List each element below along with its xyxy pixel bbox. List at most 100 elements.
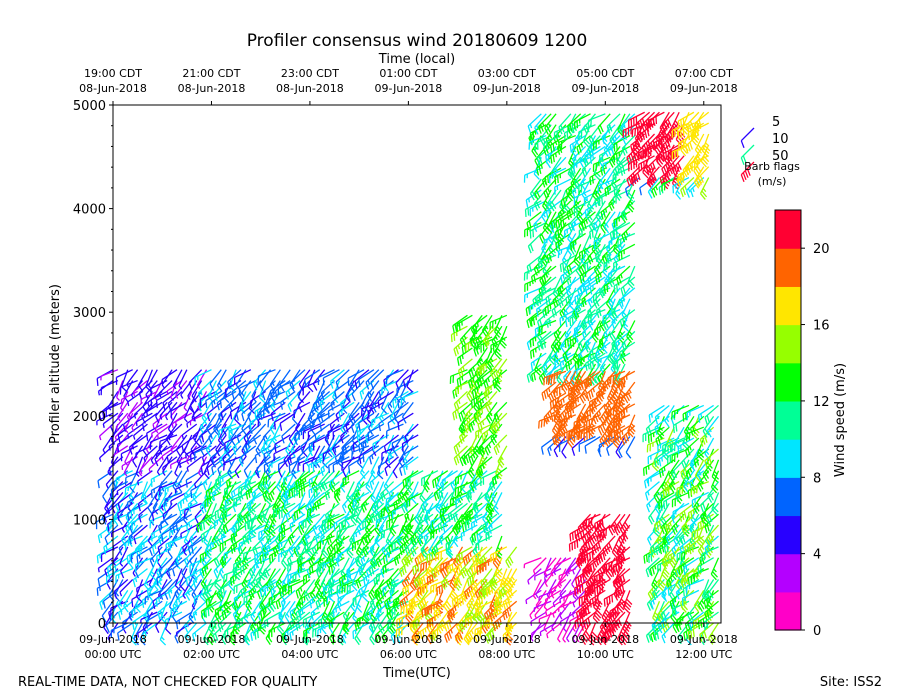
barb-flag bbox=[343, 575, 346, 580]
barb-flag bbox=[151, 513, 155, 522]
barb-flag bbox=[204, 480, 208, 486]
barb-flag bbox=[215, 558, 221, 566]
wind-barb bbox=[96, 578, 114, 596]
wind-barb bbox=[112, 546, 124, 566]
barb-flag bbox=[193, 494, 198, 499]
barb-flag bbox=[428, 553, 431, 562]
barb-flag bbox=[166, 572, 172, 580]
barb-staff bbox=[160, 601, 168, 619]
barb-staff bbox=[102, 481, 114, 497]
barb-staff bbox=[139, 622, 149, 640]
barb-flag bbox=[485, 621, 488, 629]
barb-flag bbox=[382, 566, 385, 575]
barb-flag bbox=[186, 634, 190, 639]
barb-flag bbox=[426, 577, 429, 586]
barb-staff bbox=[126, 546, 143, 557]
barb-flag bbox=[104, 508, 110, 515]
barb-flag bbox=[96, 378, 99, 386]
barb-flag bbox=[221, 612, 225, 621]
barb-staff bbox=[125, 480, 143, 489]
barb-flag bbox=[488, 619, 491, 628]
barb-staff bbox=[158, 557, 173, 571]
barb-flag bbox=[202, 504, 207, 513]
barb-flag bbox=[229, 577, 233, 586]
wind-barb bbox=[142, 622, 158, 642]
barb-flag bbox=[355, 532, 358, 538]
barb-flag bbox=[444, 478, 446, 483]
barb-staff bbox=[117, 502, 129, 519]
barb-flag bbox=[194, 578, 198, 584]
barb-flag bbox=[301, 609, 304, 614]
barb-flag bbox=[338, 542, 341, 547]
barb-flag bbox=[185, 623, 189, 628]
barb-flag bbox=[184, 625, 189, 633]
barb-staff bbox=[175, 480, 193, 490]
barb-flag bbox=[99, 602, 103, 611]
barb-flag bbox=[217, 591, 222, 600]
barb-flag bbox=[454, 606, 457, 611]
barb-flag bbox=[174, 560, 179, 568]
barb-flag bbox=[174, 584, 182, 592]
barb-flag bbox=[282, 400, 285, 405]
wind-barb bbox=[161, 524, 178, 543]
barb-staff bbox=[142, 622, 158, 635]
barb-flag bbox=[175, 632, 178, 637]
barb-flag bbox=[193, 570, 198, 575]
barb-staff bbox=[209, 503, 217, 521]
barb-flag bbox=[225, 573, 228, 582]
barb-flag bbox=[172, 568, 176, 577]
barb-flag bbox=[250, 488, 253, 493]
barb-flag bbox=[308, 479, 311, 488]
barb-flag bbox=[247, 478, 250, 483]
wind-barb bbox=[126, 491, 143, 511]
barb-flag bbox=[295, 488, 298, 497]
barb-flag bbox=[117, 612, 122, 620]
barb-flag bbox=[377, 610, 380, 618]
wind-barb bbox=[213, 546, 227, 568]
wind-barb bbox=[102, 481, 114, 504]
barb-flag bbox=[206, 565, 209, 570]
wind-barb bbox=[185, 568, 202, 586]
barb-flag bbox=[188, 576, 191, 581]
barb-flag bbox=[175, 599, 179, 608]
barb-flag bbox=[199, 595, 207, 603]
barb-flag bbox=[105, 625, 110, 633]
barb-staff bbox=[204, 578, 222, 588]
barb-flag bbox=[201, 561, 208, 569]
barb-staff bbox=[192, 600, 207, 614]
wind-barb bbox=[171, 600, 183, 624]
barb-flag bbox=[152, 601, 156, 609]
barb-flag bbox=[224, 389, 227, 398]
barb-staff bbox=[111, 622, 129, 631]
barb-flag bbox=[190, 490, 193, 499]
barb-flag bbox=[360, 566, 363, 571]
barb-staff bbox=[133, 524, 148, 538]
barb-staff bbox=[160, 470, 173, 485]
barb-flag bbox=[220, 535, 224, 544]
barb-flag bbox=[105, 484, 109, 489]
barb-flag bbox=[203, 559, 207, 564]
barb-staff bbox=[149, 557, 158, 575]
barb-flag bbox=[252, 631, 255, 636]
barb-flag bbox=[192, 496, 198, 504]
barb-flag bbox=[338, 488, 341, 493]
barb-flag bbox=[173, 483, 178, 488]
barb-staff bbox=[119, 579, 134, 593]
barb-flag bbox=[215, 480, 218, 488]
wind-barb bbox=[103, 502, 119, 523]
barb-staff bbox=[223, 590, 232, 608]
barb-flag bbox=[101, 615, 107, 623]
wind-barb bbox=[115, 568, 133, 584]
barb-staff bbox=[99, 445, 114, 459]
barb-flag bbox=[146, 433, 149, 441]
barb-flag bbox=[149, 573, 156, 581]
wind-barb bbox=[103, 535, 119, 555]
barb-flag bbox=[101, 517, 107, 525]
barb-flag bbox=[187, 547, 192, 556]
barb-flag bbox=[150, 479, 153, 487]
wind-barb bbox=[123, 590, 134, 613]
barb-staff bbox=[110, 600, 119, 619]
wind-barb bbox=[110, 622, 129, 638]
barb-flag bbox=[139, 638, 146, 646]
barb-flag bbox=[406, 609, 409, 618]
